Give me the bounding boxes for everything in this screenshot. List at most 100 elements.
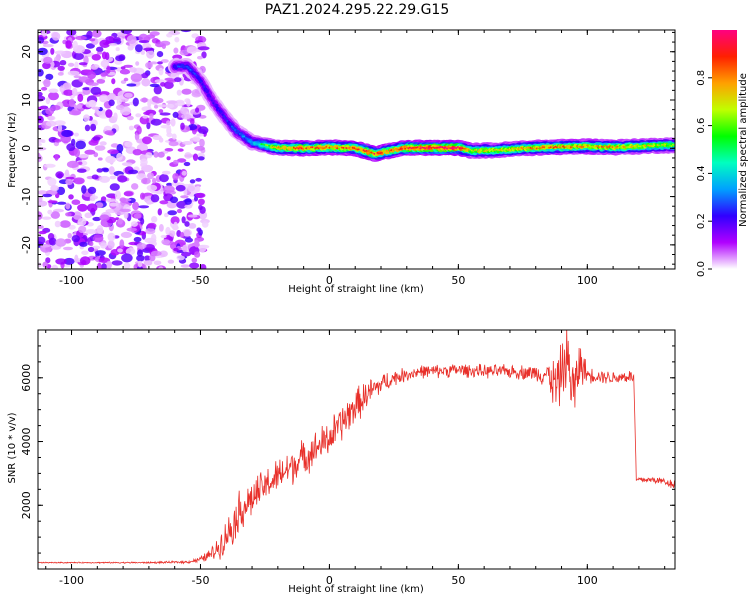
heatmap-noise-cell (76, 104, 83, 109)
heatmap-noise-cell (101, 263, 107, 269)
heatmap-ridge-cell (636, 145, 639, 148)
heatmap-ridge-cell (323, 147, 326, 149)
heatmap-ridge-cell (604, 146, 606, 149)
heatmap-noise-cell (193, 239, 200, 248)
heatmap-noise-cell (87, 71, 97, 80)
heatmap-ridge-cell (569, 146, 572, 149)
heatmap-noise-cell (133, 213, 142, 219)
heatmap-noise-cell (183, 161, 191, 167)
heatmap-ridge-cell (574, 145, 577, 148)
heatmap-ridge-cell (586, 144, 589, 147)
heatmap-noise-cell (183, 229, 191, 237)
heatmap-noise-cell (119, 208, 131, 213)
heatmap-ridge-cell (554, 145, 557, 148)
heatmap-noise-cell (166, 33, 173, 38)
heatmap-noise-cell (38, 153, 41, 162)
heatmap-noise-cell (168, 141, 179, 147)
heatmap-noise-cell (123, 77, 129, 82)
heatmap-noise-cell (73, 52, 84, 61)
heatmap-noise-cell (55, 238, 67, 247)
heatmap-ridge-cell (181, 64, 184, 67)
heatmap-ridge-cell (597, 146, 600, 149)
heatmap-ridge-cell (665, 144, 668, 147)
heatmap-noise-cell (166, 100, 178, 104)
heatmap-ridge-cell (201, 83, 204, 86)
heatmap-ridge-cell (475, 148, 478, 151)
heatmap-ridge-cell (534, 147, 537, 150)
heatmap-noise-cell (117, 175, 128, 183)
heatmap-ridge-cell (365, 149, 368, 152)
heatmap-ridge-cell (272, 146, 275, 148)
heatmap-noise-cell (38, 91, 43, 97)
spectrogram-x-tick-label: 50 (451, 274, 465, 287)
colorbar-tick-label: 0.2 (696, 213, 707, 229)
heatmap-noise-cell (184, 98, 191, 103)
snr-x-tick-label: -50 (191, 574, 209, 587)
heatmap-ridge-cell (633, 144, 636, 147)
heatmap-ridge-cell (521, 147, 524, 150)
heatmap-noise-cell (72, 40, 78, 50)
heatmap-noise-cell (54, 154, 59, 161)
heatmap-noise-cell (145, 61, 153, 69)
heatmap-ridge-cell (470, 149, 473, 152)
heatmap-ridge-cell (551, 146, 554, 149)
heatmap-noise-cell (81, 185, 87, 194)
heatmap-noise-cell (173, 247, 179, 252)
heatmap-ridge-cell (215, 106, 218, 109)
heatmap-ridge-cell (540, 146, 543, 149)
colorbar-tick-label: 0.0 (696, 261, 707, 277)
heatmap-ridge-cell (229, 122, 232, 125)
heatmap-noise-cell (104, 130, 114, 136)
heatmap-ridge-cell (399, 147, 402, 150)
snr-y-tick-label: 2000 (20, 491, 33, 519)
heatmap-ridge-cell (563, 146, 566, 149)
heatmap-noise-cell (51, 264, 59, 269)
heatmap-ridge-cell (374, 153, 377, 156)
heatmap-noise-cell (91, 106, 101, 110)
heatmap-noise-cell (128, 125, 134, 131)
heatmap-noise-cell (144, 244, 156, 251)
heatmap-noise-cell (43, 163, 56, 168)
heatmap-noise-cell (157, 61, 163, 65)
heatmap-noise-cell (166, 156, 171, 161)
heatmap-ridge-cell (517, 148, 520, 150)
heatmap-noise-cell (38, 95, 46, 102)
heatmap-noise-cell (61, 129, 73, 138)
heatmap-cells (38, 30, 675, 269)
heatmap-ridge-cell (396, 148, 399, 151)
heatmap-ridge-cell (327, 146, 329, 149)
heatmap-ridge-cell (189, 68, 192, 71)
heatmap-ridge-cell (280, 147, 283, 150)
heatmap-ridge-cell (209, 95, 212, 98)
heatmap-noise-cell (197, 156, 205, 161)
heatmap-ridge-cell (630, 146, 633, 148)
heatmap-noise-cell (154, 104, 159, 109)
heatmap-ridge-cell (532, 146, 535, 149)
heatmap-ridge-cell (436, 146, 439, 149)
heatmap-ridge-cell (410, 147, 413, 150)
heatmap-noise-cell (143, 255, 151, 261)
colorbar-tick-label: 0.6 (696, 118, 707, 134)
heatmap-noise-cell (153, 260, 162, 266)
heatmap-noise-cell (67, 62, 75, 67)
colorbar-scale (712, 30, 737, 269)
heatmap-ridge-cell (642, 144, 645, 147)
heatmap-noise-cell (145, 227, 156, 235)
heatmap-noise-cell (145, 152, 153, 159)
heatmap-noise-cell (147, 99, 152, 108)
heatmap-noise-cell (50, 185, 59, 192)
heatmap-noise-cell (187, 214, 198, 218)
heatmap-ridge-cell (668, 144, 671, 147)
heatmap-ridge-cell (455, 147, 458, 150)
heatmap-noise-cell (172, 173, 179, 181)
heatmap-ridge-cell (526, 146, 529, 149)
heatmap-ridge-cell (305, 147, 308, 150)
heatmap-noise-cell (180, 106, 188, 115)
heatmap-ridge-cell (602, 146, 605, 148)
heatmap-ridge-cell (300, 147, 303, 150)
heatmap-ridge-cell (325, 145, 328, 148)
heatmap-ridge-cell (433, 147, 436, 149)
heatmap-noise-cell (181, 170, 187, 176)
heatmap-ridge-cell (568, 145, 571, 148)
spectrogram-x-tick-label: -100 (59, 274, 84, 287)
